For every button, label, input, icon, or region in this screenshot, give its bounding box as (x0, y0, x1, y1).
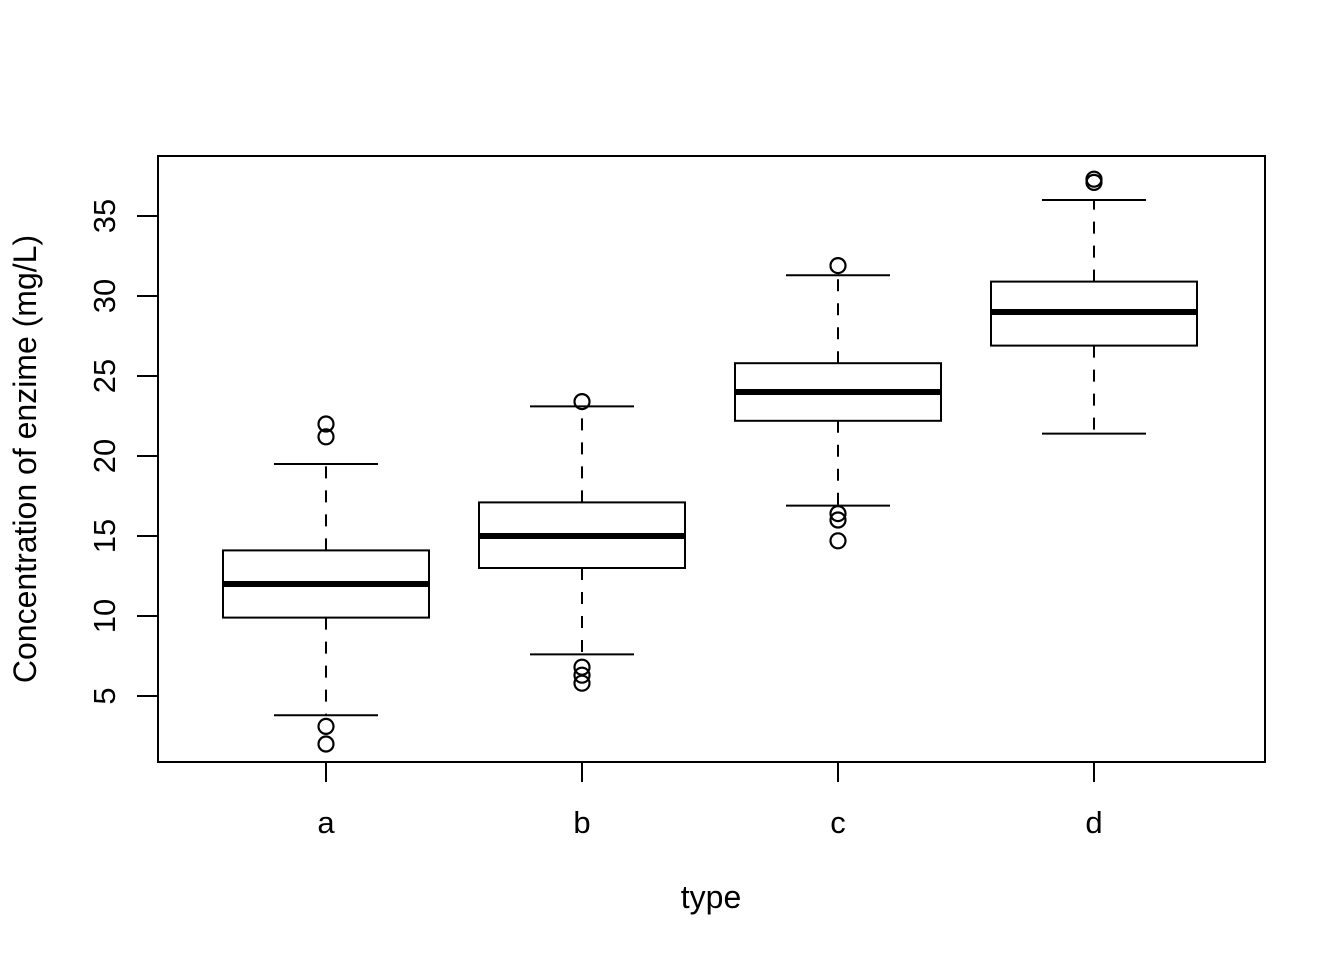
outlier-point (1085, 173, 1103, 191)
x-axis-tick-label: b (573, 805, 590, 840)
x-axis-title: type (681, 879, 741, 915)
plot-border (157, 155, 1266, 763)
y-axis-tick-label: 5 (87, 687, 122, 704)
x-axis-tick-label: c (830, 805, 846, 840)
outlier-point (573, 666, 591, 684)
x-axis-tick-label: a (317, 805, 335, 840)
outlier-point (829, 257, 847, 275)
outlier-point (829, 504, 847, 523)
y-axis-tick-label: 30 (87, 279, 122, 313)
x-axis-tick-label: d (1085, 805, 1102, 840)
outlier-point (317, 428, 335, 446)
outlier-point (573, 674, 591, 692)
plot-content: 5 10 15 20 25 30 35 a b c d (87, 170, 1198, 840)
outlier-point (829, 511, 847, 529)
outlier-point (573, 393, 591, 411)
y-axis-tick-label: 20 (87, 439, 122, 473)
outlier-point (317, 415, 335, 433)
y-axis-tick-label: 10 (87, 599, 122, 633)
outlier-point (829, 532, 847, 550)
outlier-point (317, 735, 335, 753)
outlier-point (317, 717, 335, 736)
y-axis-tick-label: 15 (87, 519, 122, 553)
y-axis-tick-label: 35 (87, 199, 122, 233)
y-axis-title: Concentration of enzime (mg/L) (7, 235, 43, 683)
y-axis-tick-label: 25 (87, 359, 122, 393)
